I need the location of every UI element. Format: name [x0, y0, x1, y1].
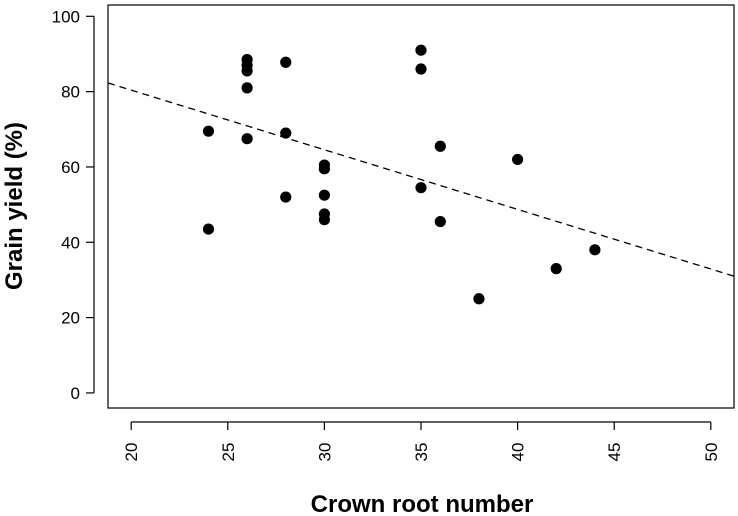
- data-point: [318, 214, 330, 226]
- data-point: [415, 182, 427, 194]
- data-point: [202, 223, 215, 235]
- y-tick-label: 20: [61, 309, 80, 328]
- data-point: [202, 125, 215, 137]
- x-tick-label: 35: [412, 443, 431, 462]
- plot-border: [107, 4, 735, 409]
- data-point: [512, 153, 524, 166]
- y-tick-label: 40: [61, 233, 80, 252]
- y-tick-label: 100: [52, 7, 80, 26]
- data-point: [415, 63, 427, 75]
- y-axis-title: Grain yield (%): [1, 122, 28, 290]
- y-tick-label: 60: [61, 158, 80, 177]
- data-point: [280, 56, 292, 68]
- data-point: [434, 215, 446, 228]
- trendline-layer: [107, 82, 735, 277]
- y-tick-label: 80: [61, 83, 80, 102]
- data-point: [318, 189, 330, 201]
- data-point: [589, 244, 601, 256]
- plot-frame: [107, 4, 735, 409]
- x-tick-label: 40: [509, 443, 528, 462]
- x-axis: 20 25 30 35 40 45 50: [122, 421, 721, 462]
- points-layer: [202, 44, 601, 305]
- data-point: [280, 191, 292, 203]
- x-tick-label: 50: [702, 443, 721, 462]
- x-tick-label: 30: [315, 443, 334, 462]
- x-axis-title: Crown root number: [311, 491, 534, 516]
- data-point: [241, 65, 253, 77]
- x-tick-label: 20: [122, 443, 141, 462]
- data-point: [241, 82, 253, 94]
- data-point: [473, 293, 485, 305]
- data-point: [241, 133, 253, 145]
- data-point: [318, 163, 330, 175]
- data-point: [550, 263, 562, 275]
- data-point: [280, 127, 292, 139]
- x-tick-label: 45: [605, 443, 624, 462]
- data-point: [415, 44, 427, 56]
- y-axis: 0 20 40 60 80 100: [52, 7, 95, 403]
- data-point: [434, 140, 446, 152]
- trendline: [107, 82, 735, 277]
- x-tick-label: 25: [219, 443, 238, 462]
- y-tick-label: 0: [71, 384, 80, 403]
